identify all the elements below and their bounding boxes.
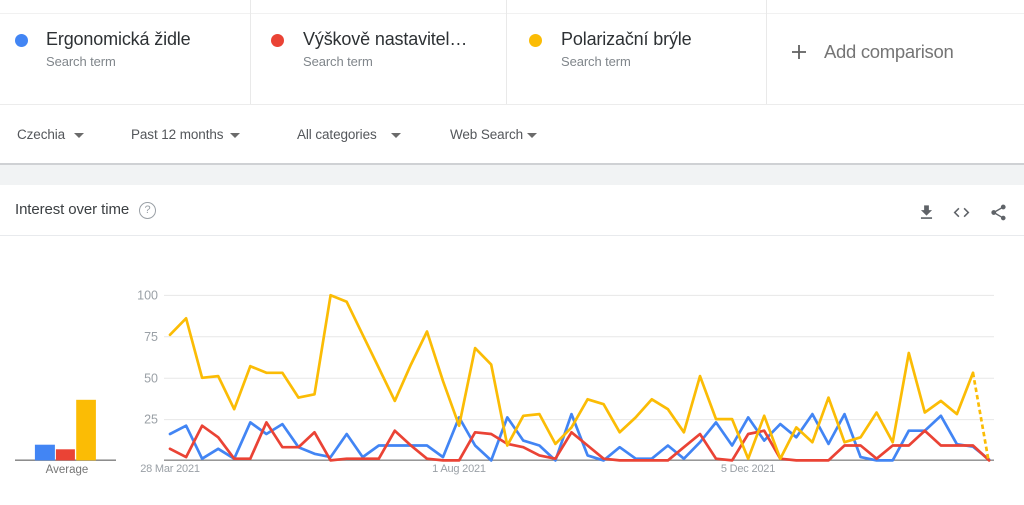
svg-text:100: 100 bbox=[137, 289, 158, 303]
svg-text:28 Mar 2021: 28 Mar 2021 bbox=[140, 463, 200, 475]
svg-text:Average: Average bbox=[46, 464, 89, 476]
svg-text:1 Aug 2021: 1 Aug 2021 bbox=[432, 463, 486, 475]
svg-text:75: 75 bbox=[144, 330, 158, 344]
svg-text:50: 50 bbox=[144, 371, 158, 385]
svg-text:25: 25 bbox=[144, 413, 158, 427]
svg-text:5 Dec 2021: 5 Dec 2021 bbox=[721, 463, 775, 475]
